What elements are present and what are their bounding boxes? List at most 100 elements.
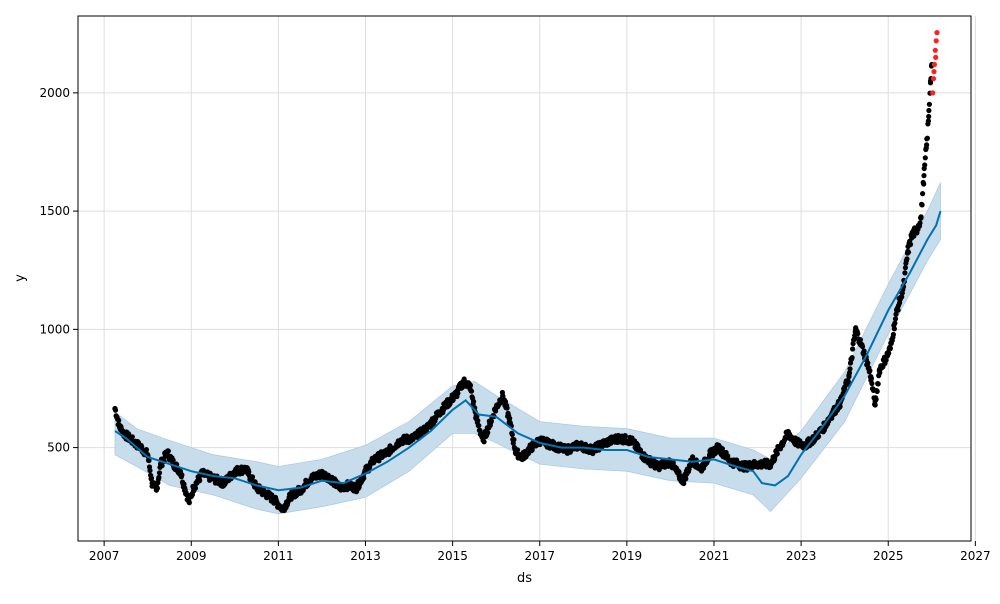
observed-point <box>857 338 863 344</box>
outlier-point <box>930 90 936 96</box>
observed-point <box>868 374 874 380</box>
observed-point <box>471 398 477 405</box>
observed-point <box>454 390 460 396</box>
observed-point <box>899 294 905 300</box>
observed-point <box>328 475 334 481</box>
observed-point <box>437 409 443 415</box>
y-tick-label: 500 <box>47 441 70 455</box>
observed-point <box>707 452 713 458</box>
observed-point <box>410 435 416 441</box>
observed-point <box>319 471 325 477</box>
observed-point <box>908 241 914 247</box>
observed-point <box>345 482 351 488</box>
outlier-point <box>931 61 938 68</box>
observed-point <box>156 470 163 476</box>
observed-point <box>264 492 271 498</box>
observed-point <box>921 181 927 187</box>
observed-point <box>221 480 227 486</box>
observed-point <box>271 497 277 503</box>
x-tick-label: 2019 <box>612 549 643 563</box>
observed-point <box>232 468 238 474</box>
observed-point <box>918 215 924 221</box>
plot-frame <box>77 15 972 542</box>
observed-point <box>504 405 510 411</box>
observed-point <box>921 173 927 179</box>
observed-point <box>480 437 486 444</box>
observed-point <box>467 383 473 389</box>
x-tick-label: 2013 <box>350 549 381 563</box>
observed-point <box>847 366 853 372</box>
observed-point <box>894 307 900 313</box>
observed-point <box>474 416 480 422</box>
observed-point <box>890 331 897 338</box>
observed-point <box>153 487 159 493</box>
observed-point <box>445 400 451 406</box>
observed-point <box>116 417 122 423</box>
observed-point <box>190 485 196 491</box>
observed-point <box>872 402 878 408</box>
grid-group <box>78 16 976 541</box>
data-layer <box>112 29 942 515</box>
observed-point <box>926 107 932 114</box>
observed-point <box>156 474 162 480</box>
observed-point <box>853 326 859 332</box>
observed-point <box>468 388 475 394</box>
x-axis-label: ds <box>517 571 532 586</box>
observed-point <box>904 256 910 262</box>
observed-point <box>622 433 628 439</box>
observed-point <box>909 232 915 238</box>
x-tick-label: 2023 <box>786 549 817 563</box>
observed-point <box>146 457 152 464</box>
observed-point <box>197 478 203 484</box>
observed-point <box>774 451 780 457</box>
x-tick-label: 2009 <box>176 549 207 563</box>
x-tick-label: 2015 <box>437 549 468 563</box>
observed-point <box>149 475 155 481</box>
outlier-point <box>930 76 937 82</box>
observed-point <box>926 113 932 120</box>
observed-point <box>576 442 582 448</box>
axes-group: 2007 2009 2011 2013 2015 2017 2019 2021 2023 2025… <box>39 15 991 563</box>
observed-point <box>528 445 534 451</box>
observed-point <box>116 423 122 429</box>
observed-point <box>147 467 153 474</box>
observed-point <box>876 366 883 373</box>
observed-point <box>336 485 342 491</box>
observed-point <box>269 492 275 498</box>
observed-point <box>920 191 926 197</box>
observed-point <box>873 396 879 402</box>
observed-point <box>177 468 183 474</box>
observed-point <box>892 316 899 322</box>
observed-point <box>869 380 875 387</box>
observed-point <box>397 437 403 444</box>
observed-point <box>925 118 932 124</box>
observed-point <box>728 459 735 465</box>
outlier-point <box>934 29 940 36</box>
x-tick-label: 2017 <box>524 549 555 563</box>
observed-point <box>563 447 569 453</box>
observed-point <box>170 457 176 463</box>
observed-point <box>887 345 894 351</box>
observed-point <box>768 461 774 467</box>
observed-point <box>506 416 512 422</box>
observed-point <box>922 162 928 168</box>
observed-point <box>883 355 889 361</box>
observed-point <box>874 388 880 394</box>
observed-point <box>850 346 856 352</box>
uncertainty-band <box>114 182 941 515</box>
observed-point <box>502 399 509 405</box>
observed-point <box>902 270 908 276</box>
observed-point <box>182 485 188 491</box>
observed-point <box>905 248 911 254</box>
observed-point <box>922 155 928 161</box>
x-tick-label: 2011 <box>263 549 294 563</box>
observed-point <box>138 445 144 451</box>
observed-point <box>485 430 491 436</box>
x-tick-label: 2027 <box>960 549 991 563</box>
observed-point <box>129 434 135 440</box>
observed-point <box>460 378 467 384</box>
outlier-point <box>933 54 939 61</box>
observed-point <box>112 406 118 412</box>
observed-point <box>926 101 933 107</box>
